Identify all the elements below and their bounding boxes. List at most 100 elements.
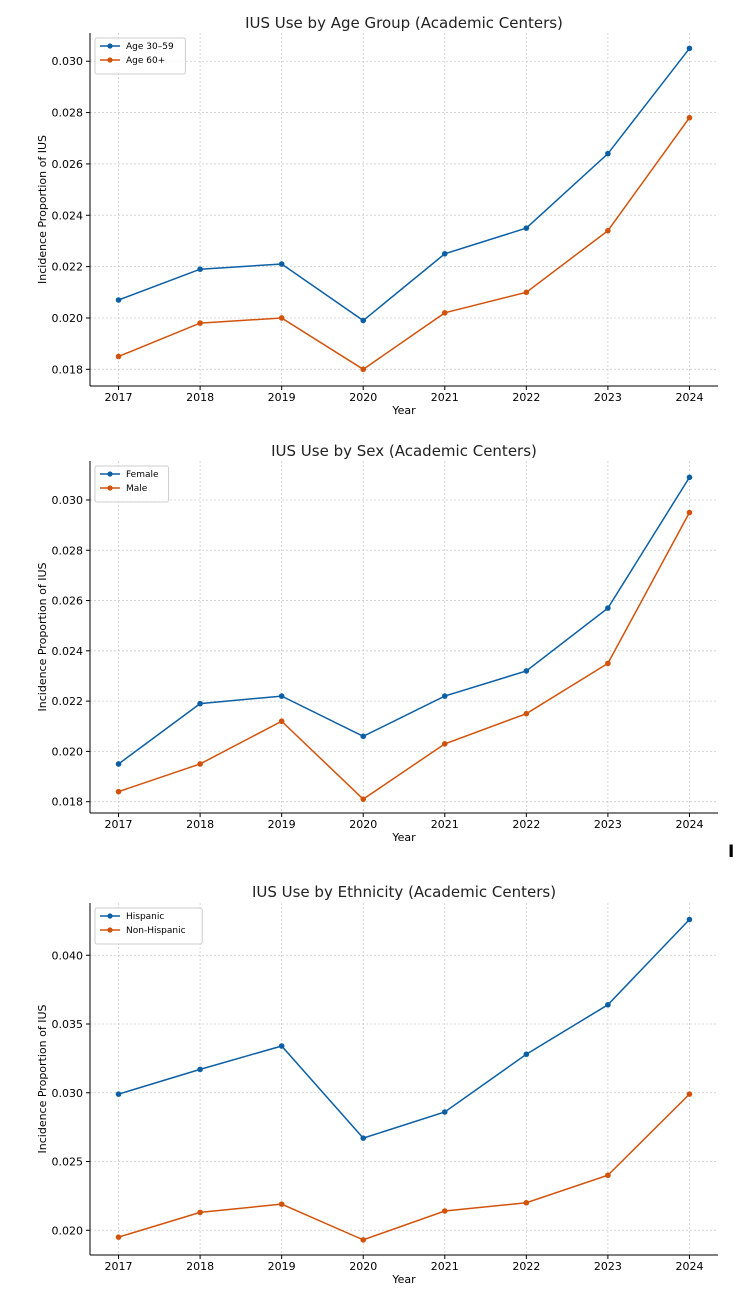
x-tick-label: 2020 (349, 391, 377, 404)
data-point (686, 114, 693, 121)
x-tick-label: 2021 (431, 1260, 459, 1273)
x-tick-label: 2017 (105, 818, 133, 831)
data-point (197, 1209, 203, 1216)
data-point (523, 710, 530, 717)
x-tick-label: 2024 (675, 1260, 703, 1273)
data-point (523, 1199, 530, 1206)
series-line-1 (118, 476, 691, 765)
data-point (605, 605, 611, 611)
data-point (115, 1091, 122, 1097)
data-point (686, 45, 693, 52)
chart-title: IUS Use by Age Group (Academic Centers) (245, 14, 563, 32)
data-point (441, 693, 448, 699)
legend-label: Age 30–59 (126, 42, 174, 52)
x-tick-label: 2023 (594, 818, 622, 831)
x-tick-label: 2020 (349, 1260, 377, 1273)
chart-panel-2: 2017 2018 2019 2020 2021 2022 2023 2024 0.018 0.0… (36, 442, 718, 844)
legend-swatch-marker (107, 927, 113, 933)
data-point (605, 1172, 611, 1179)
data-point (115, 761, 122, 767)
data-point (441, 310, 448, 316)
x-tick-label: 2019 (268, 818, 296, 831)
data-point (441, 741, 448, 747)
series-line-1 (118, 47, 691, 322)
data-point (360, 1135, 367, 1141)
y-tick-label: 0.018 (52, 363, 84, 376)
x-tick-label: 2018 (186, 1260, 214, 1273)
y-tick-label: 0.026 (52, 595, 84, 608)
y-tick-label: 0.028 (52, 544, 84, 557)
legend-swatch-marker (107, 471, 113, 477)
data-point (523, 289, 530, 296)
y-tick-label: 0.035 (52, 1018, 84, 1031)
legend-box (94, 37, 186, 75)
data-point (278, 315, 285, 321)
y-tick-label: 0.022 (52, 261, 84, 274)
chart-panel-3: 2017 2018 2019 2020 2021 2022 2023 2024 0.020 0.0… (36, 883, 718, 1286)
x-tick-label: 2023 (594, 391, 622, 404)
y-tick-label: 0.030 (52, 494, 84, 507)
x-axis-label: Year (391, 404, 416, 417)
data-point (605, 660, 611, 667)
data-point (441, 1208, 448, 1214)
legend-label: Hispanic (126, 912, 164, 922)
y-tick-label: 0.022 (52, 695, 84, 708)
data-point (278, 261, 285, 267)
x-tick-label: 2024 (675, 391, 703, 404)
y-tick-label: 0.020 (52, 745, 84, 758)
x-tick-label: 2018 (186, 391, 214, 404)
chart-title: IUS Use by Ethnicity (Academic Centers) (252, 883, 556, 901)
legend-label: Age 60+ (126, 56, 165, 66)
y-tick-label: 0.020 (52, 1224, 84, 1237)
y-tick-label: 0.024 (52, 645, 84, 658)
data-point (360, 366, 367, 373)
legend-swatch-marker (107, 57, 113, 63)
data-point (686, 474, 693, 481)
series-line-2 (118, 1093, 690, 1241)
legend-box (94, 465, 170, 503)
data-point (115, 353, 122, 360)
series-line-2 (118, 512, 691, 801)
data-point (605, 150, 611, 157)
x-tick-label: 2018 (186, 818, 214, 831)
data-point (115, 297, 122, 303)
data-point (686, 916, 693, 923)
y-tick-label: 0.020 (52, 312, 84, 325)
data-point (197, 320, 203, 326)
x-axis-label: Year (391, 1273, 416, 1286)
data-point (360, 733, 367, 740)
data-point (360, 796, 367, 802)
legend-swatch-marker (107, 913, 113, 919)
data-point (115, 1234, 122, 1240)
stray-text: I (728, 842, 735, 862)
data-point (523, 1051, 530, 1058)
chart-title: IUS Use by Sex (Academic Centers) (271, 442, 537, 460)
x-tick-label: 2022 (512, 1260, 540, 1273)
y-tick-label: 0.025 (52, 1156, 84, 1169)
x-tick-label: 2022 (512, 391, 540, 404)
data-point (605, 227, 611, 234)
legend-swatch-marker (107, 485, 113, 491)
data-point (278, 1043, 285, 1049)
legend-label: Female (126, 470, 159, 480)
data-point (686, 509, 693, 516)
legend-swatch-marker (107, 43, 113, 49)
y-tick-label: 0.030 (52, 1087, 84, 1100)
x-tick-label: 2019 (268, 1260, 296, 1273)
x-tick-label: 2020 (349, 818, 377, 831)
series-line-1 (118, 918, 690, 1139)
chart-panel-1: 2017 2018 2019 2020 2021 2022 2023 2024 0.018 0.0… (36, 14, 718, 417)
data-point (523, 668, 530, 674)
data-point (278, 693, 285, 699)
data-point (605, 1001, 611, 1008)
data-point (115, 788, 122, 795)
y-axis-label: Incidence Proportion of IUS (36, 1004, 49, 1153)
y-axis-label: Incidence Proportion of IUS (36, 562, 49, 711)
data-point (197, 1066, 203, 1073)
data-point (523, 225, 530, 231)
legend-label: Male (126, 484, 148, 494)
x-tick-label: 2021 (431, 818, 459, 831)
data-point (197, 761, 203, 767)
x-tick-label: 2017 (105, 1260, 133, 1273)
